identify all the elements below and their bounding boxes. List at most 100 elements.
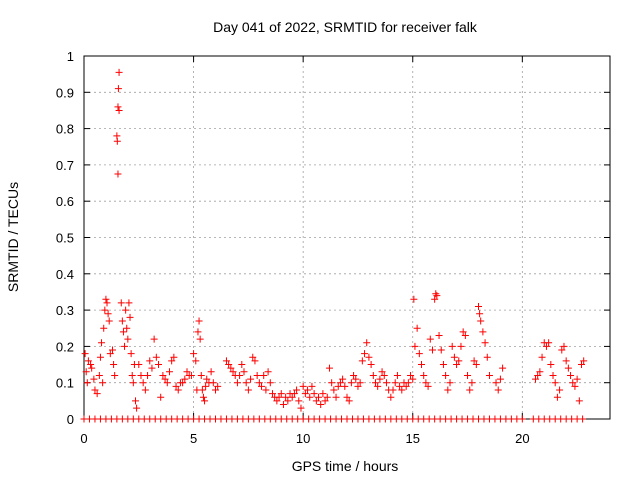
y-tick-label: 0.3 <box>56 303 74 318</box>
data-point <box>194 328 202 336</box>
data-point <box>135 361 143 369</box>
data-point <box>455 357 463 365</box>
axis-ticks <box>83 55 610 420</box>
data-point <box>579 415 587 423</box>
data-point <box>137 371 145 379</box>
data-point <box>481 339 489 347</box>
data-point <box>308 382 316 390</box>
data-point <box>238 361 246 369</box>
data-point <box>411 342 419 350</box>
data-point <box>105 317 113 325</box>
data-point <box>571 382 579 390</box>
data-point <box>407 371 415 379</box>
data-point <box>183 368 191 376</box>
data-point <box>575 397 583 405</box>
data-point <box>129 379 137 387</box>
data-point <box>126 313 134 321</box>
data-point <box>428 346 436 354</box>
data-point <box>249 353 257 361</box>
data-point <box>148 364 156 372</box>
data-point <box>321 397 329 405</box>
chart-title: Day 041 of 2022, SRMTID for receiver fal… <box>213 19 478 35</box>
data-point <box>551 379 559 387</box>
data-point <box>464 371 472 379</box>
data-point <box>453 361 461 369</box>
data-point <box>202 382 210 390</box>
data-point <box>93 390 101 398</box>
data-point <box>132 397 140 405</box>
data-point <box>496 375 504 383</box>
data-point <box>157 393 165 401</box>
data-point <box>110 361 118 369</box>
data-point <box>165 368 173 376</box>
data-point <box>376 375 384 383</box>
data-point <box>227 364 235 372</box>
data-point <box>352 375 360 383</box>
data-point <box>104 310 112 318</box>
data-point <box>536 368 544 376</box>
data-point <box>260 371 268 379</box>
data-point <box>431 295 439 303</box>
data-point <box>81 350 89 358</box>
y-tick-label: 0.2 <box>56 339 74 354</box>
data-point <box>133 404 141 412</box>
data-point <box>155 361 163 369</box>
x-tick-label: 20 <box>515 431 529 446</box>
data-point <box>332 393 340 401</box>
x-tick-label: 5 <box>190 431 197 446</box>
data-point <box>402 382 410 390</box>
data-point <box>113 137 121 145</box>
data-point <box>396 382 404 390</box>
data-point <box>118 317 126 325</box>
data-point <box>391 379 399 387</box>
data-point <box>282 393 290 401</box>
data-point <box>569 379 577 387</box>
data-point <box>195 317 203 325</box>
data-point <box>199 393 207 401</box>
data-point <box>99 379 107 387</box>
data-point <box>345 397 353 405</box>
data-point <box>382 379 390 387</box>
data-point <box>538 353 546 361</box>
data-point <box>534 371 542 379</box>
data-point <box>369 371 377 379</box>
data-point <box>358 357 366 365</box>
data-point <box>446 379 454 387</box>
data-point <box>111 371 119 379</box>
data-point <box>350 371 358 379</box>
data-point <box>114 170 122 178</box>
data-point <box>90 375 98 383</box>
data-point <box>371 379 379 387</box>
data-point <box>124 335 132 343</box>
data-point <box>437 346 445 354</box>
tick-labels: 00.10.20.30.40.50.60.70.80.910 5 10 15 20 <box>56 49 530 446</box>
data-point <box>262 386 270 394</box>
data-point <box>268 390 276 398</box>
data-point <box>409 375 417 383</box>
data-point <box>562 357 570 365</box>
data-point <box>117 299 125 307</box>
data-point <box>444 386 452 394</box>
data-points <box>80 68 588 423</box>
data-point <box>196 335 204 343</box>
data-point <box>295 397 303 405</box>
data-point <box>336 379 344 387</box>
x-tick-label: 10 <box>296 431 310 446</box>
data-point <box>334 382 342 390</box>
data-point <box>432 290 440 298</box>
data-point <box>209 379 217 387</box>
data-point <box>448 342 456 350</box>
data-point <box>119 328 127 336</box>
data-point <box>225 361 233 369</box>
data-point <box>128 371 136 379</box>
data-point <box>560 342 568 350</box>
data-point <box>247 375 255 383</box>
data-point <box>418 361 426 369</box>
data-point <box>580 357 588 365</box>
data-point <box>141 386 149 394</box>
data-point <box>82 368 90 376</box>
data-point <box>139 379 147 387</box>
data-point <box>564 364 572 372</box>
data-point <box>347 379 355 387</box>
data-point <box>468 379 476 387</box>
